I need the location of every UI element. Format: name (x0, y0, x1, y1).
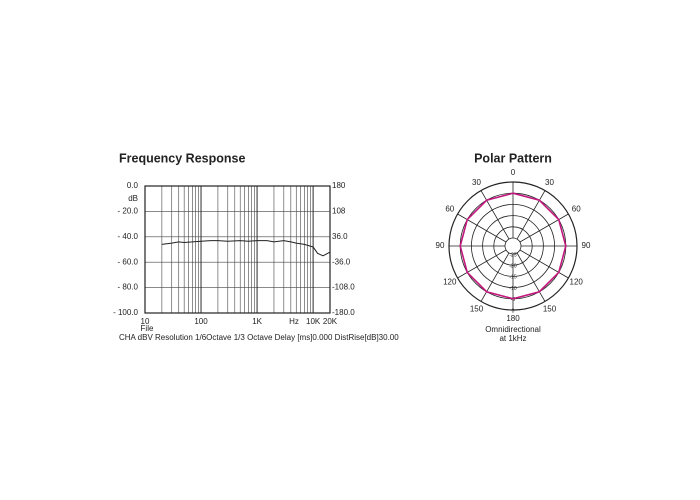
x-tick-label: 10K (306, 317, 321, 326)
y2-tick-label: -36.0 (332, 257, 351, 266)
subtitle: Omnidirectional (485, 325, 541, 334)
plot-frame (144, 185, 331, 314)
y-tick-label: - 40.0 (118, 232, 139, 241)
y-tick-label: - 20.0 (118, 207, 139, 216)
angle-label: 180 (506, 314, 520, 323)
y2-tick-label: 36.0 (332, 232, 348, 241)
angle-label: 90 (436, 241, 445, 250)
subtitle: at 1kHz (499, 334, 526, 343)
y-tick-label: - 60.0 (118, 257, 139, 266)
y2-tick-label: 108 (332, 207, 346, 216)
chart-title: Polar Pattern (474, 151, 552, 165)
angle-label: 60 (572, 205, 581, 214)
x-tick-label: 1K (252, 317, 262, 326)
spoke (519, 213, 569, 243)
r-tick-label: -5 (511, 297, 516, 303)
r-tick-label: -20 (509, 264, 516, 270)
x-tick-label: 20K (323, 317, 338, 326)
chart-title: Frequency Response (119, 151, 245, 165)
angle-label: 90 (582, 241, 591, 250)
x-axis-label: Hz (289, 317, 299, 326)
y-tick-label: - 100.0 (113, 308, 138, 317)
r-tick-label: -25 (509, 252, 516, 258)
r-tick-label: -10 (509, 286, 516, 292)
y2-tick-label: -108.0 (332, 283, 355, 292)
response-line (161, 240, 331, 257)
y-tick-label: 0.0 (127, 181, 139, 190)
angle-label: 120 (443, 278, 457, 287)
angle-label: 60 (445, 205, 454, 214)
y2-tick-label: -180.0 (332, 308, 355, 317)
r-tick-label: 0 (512, 308, 515, 314)
y2-tick-label: 180 (332, 181, 346, 190)
angle-label: 0 (511, 168, 516, 177)
angle-label: 30 (545, 178, 554, 187)
caption: CHA dBV Resolution 1/6Octave 1/3 Octave … (119, 333, 399, 342)
spoke (480, 252, 510, 302)
y-axis-label: dB (128, 194, 138, 203)
spoke (457, 249, 507, 279)
spoke (457, 213, 507, 243)
r-tick-label: -15 (509, 275, 516, 281)
x-tick-label: 100 (194, 317, 208, 326)
file-label: File (141, 324, 154, 333)
angle-label: 150 (543, 304, 557, 313)
x-tick-label: 10 (141, 317, 150, 326)
spoke (516, 190, 546, 240)
spoke (519, 249, 569, 279)
spoke (480, 190, 510, 240)
y-tick-label: - 80.0 (118, 283, 139, 292)
angle-label: 30 (472, 178, 481, 187)
polar-curve (459, 192, 567, 300)
spoke (516, 252, 546, 302)
angle-label: 150 (470, 304, 484, 313)
angle-label: 120 (570, 278, 584, 287)
